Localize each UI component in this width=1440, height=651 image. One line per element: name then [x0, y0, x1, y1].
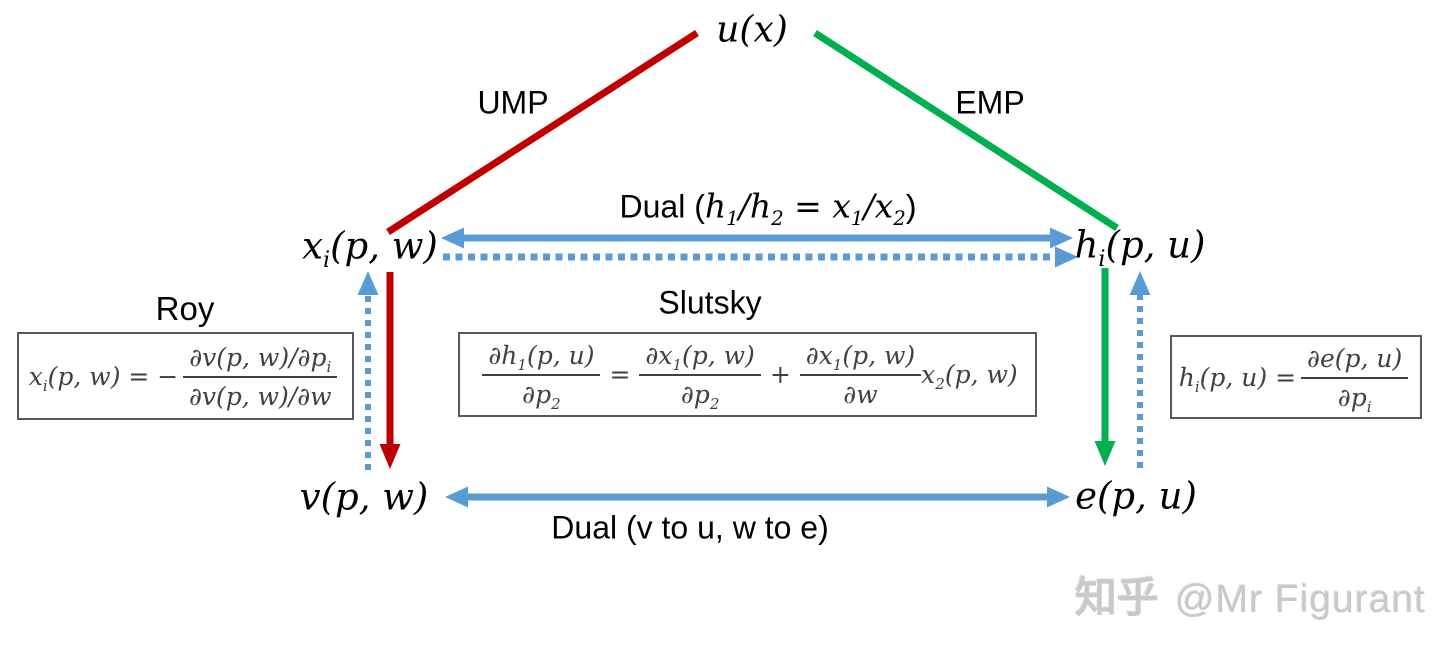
watermark-author-handle: @Mr Figurant [1175, 578, 1426, 621]
shephard-dotted-up-arrow [1129, 271, 1151, 468]
zhihu-logo-text: 知乎 [1075, 573, 1160, 622]
shephard-fraction-numerator: ∂e(p, u) [1301, 343, 1409, 379]
slutsky-formula-box: ∂h1(p, u) ∂p2 = ∂x1(p, w) ∂p2 + ∂x1(p, w… [458, 332, 1037, 417]
roy-formula: xi(p, w) = − ∂v(p, w)/∂pi ∂v(p, w)/∂w [29, 342, 343, 411]
dual-top-solid-arrow [441, 227, 1073, 249]
watermark: 知乎 @Mr Figurant [1075, 564, 1426, 625]
emp-label: EMP [955, 84, 1025, 121]
shephard-fraction-denominator: ∂pi [1337, 382, 1372, 416]
shephard-formula: hi(p, u) = ∂e(p, u) ∂pi [1178, 343, 1414, 416]
slutsky-frac1-numerator: ∂h1(p, u) [482, 340, 601, 376]
roy-formula-lhs: xi(p, w) = − [28, 361, 179, 395]
dual-top-label-suffix: ) [905, 188, 917, 225]
slutsky-fraction-1: ∂h1(p, u) ∂p2 [482, 340, 601, 413]
ump-edge-line [386, 30, 699, 235]
roy-fraction-denominator: ∂v(p, w)/∂w [188, 381, 332, 411]
slutsky-frac2-numerator: ∂x1(p, w) [639, 340, 761, 376]
roy-dotted-up-arrow [357, 271, 379, 470]
slutsky-frac1-denominator: ∂p2 [522, 380, 561, 413]
node-utility-function: u(x) [716, 9, 788, 51]
node-hicksian-demand: hi(p, u) [1074, 223, 1206, 272]
roy-fraction: ∂v(p, w)/∂pi ∂v(p, w)/∂w [183, 342, 338, 411]
node-marshallian-demand: xi(p, w) [302, 224, 438, 273]
node-expenditure-function: e(p, u) [1075, 474, 1197, 518]
slutsky-formula: ∂h1(p, u) ∂p2 = ∂x1(p, w) ∂p2 + ∂x1(p, w… [477, 340, 1018, 413]
slutsky-title: Slutsky [658, 284, 762, 321]
dual-top-label-math: h1/h2 = x1/x2 [704, 186, 906, 231]
slutsky-frac2-denominator: ∂p2 [680, 380, 720, 413]
shephard-green-down-arrow [1094, 268, 1116, 466]
roy-red-down-arrow [379, 272, 401, 469]
slutsky-frac3-numerator: ∂x1(p, w) [799, 340, 922, 376]
ump-label: UMP [477, 84, 549, 121]
roy-fraction-numerator: ∂v(p, w)/∂pi [183, 342, 338, 378]
roy-formula-box: xi(p, w) = − ∂v(p, w)/∂pi ∂v(p, w)/∂w [17, 332, 354, 420]
slutsky-tail-term: x2(p, w) [921, 360, 1018, 393]
slutsky-frac3-denominator: ∂w [843, 380, 878, 409]
slutsky-fraction-3: ∂x1(p, w) ∂w [799, 340, 922, 409]
dual-top-label-prefix: Dual ( [619, 188, 705, 225]
dual-bottom-label: Dual (v to u, w to e) [551, 509, 829, 546]
shephard-formula-box: hi(p, u) = ∂e(p, u) ∂pi [1170, 335, 1422, 419]
node-indirect-utility: v(p, w) [299, 475, 429, 519]
slutsky-fraction-2: ∂x1(p, w) ∂p2 [639, 340, 761, 413]
shephard-fraction: ∂e(p, u) ∂pi [1301, 343, 1409, 416]
slutsky-plus-sign: + [769, 360, 791, 389]
dual-bottom-solid-arrow [445, 486, 1070, 508]
shephard-formula-lhs: hi(p, u) = [1178, 362, 1297, 396]
slutsky-equals-sign: = [609, 360, 631, 389]
emp-edge-line [813, 30, 1119, 231]
dual-top-dotted-arrow [443, 246, 1078, 268]
roy-title: Roy [155, 290, 215, 327]
dual-top-label: Dual (h1/h2 = x1/x2) [619, 186, 917, 231]
